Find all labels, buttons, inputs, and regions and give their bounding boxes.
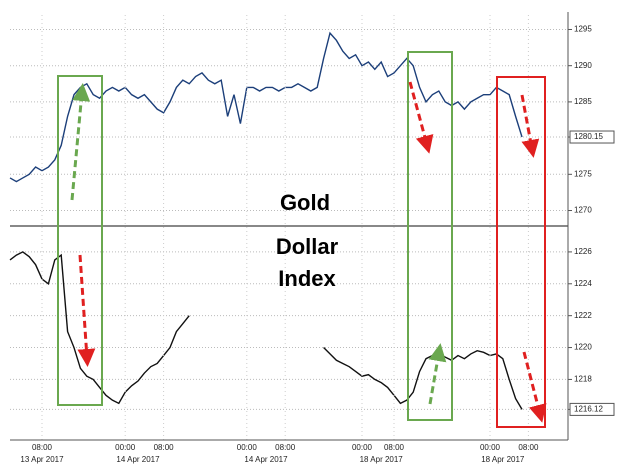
- x-date-label: 14 Apr 2017: [116, 455, 160, 464]
- x-tick-label: 08:00: [275, 443, 296, 452]
- x-date-label: 13 Apr 2017: [20, 455, 64, 464]
- y-tick-label: 1275: [574, 169, 592, 178]
- series-line: [9, 251, 523, 410]
- x-tick-label: 00:00: [480, 443, 501, 452]
- last-price-box: [569, 130, 615, 144]
- x-date-label: 14 Apr 2017: [244, 455, 288, 464]
- x-tick-label: 08:00: [384, 443, 405, 452]
- arrow: [520, 94, 540, 158]
- y-tick-label: 1216.12: [574, 405, 603, 414]
- x-tick-label: 08:00: [32, 443, 53, 452]
- x-tick-label: 08:00: [154, 443, 175, 452]
- highlight-box: [496, 76, 546, 428]
- y-tick-label: 1270: [574, 206, 592, 215]
- x-tick-label: 00:00: [237, 443, 258, 452]
- arrows: [70, 81, 547, 423]
- y-tick-label: 1218: [574, 375, 592, 384]
- y-tick-label: 1224: [574, 279, 592, 288]
- x-tick-label: 00:00: [352, 443, 373, 452]
- x-date-label: 18 Apr 2017: [360, 455, 404, 464]
- y-tick-label: 1222: [574, 311, 592, 320]
- arrow: [77, 254, 96, 367]
- y-tick-label: 1220: [574, 343, 592, 352]
- arrow: [428, 343, 447, 405]
- annotation: Index: [278, 266, 336, 291]
- arrow: [70, 83, 91, 201]
- annotation: Dollar: [276, 234, 339, 259]
- x-tick-label: 08:00: [518, 443, 539, 452]
- series-line: [9, 31, 523, 183]
- highlight-box: [57, 75, 103, 406]
- last-price-box: [569, 402, 615, 416]
- x-date-label: 18 Apr 2017: [481, 455, 525, 464]
- y-tick-label: 1290: [574, 61, 592, 70]
- annotation: Gold: [280, 190, 330, 215]
- y-tick-label: 1285: [574, 97, 592, 106]
- y-tick-label: 1226: [574, 247, 592, 256]
- highlight-box: [407, 51, 453, 421]
- y-tick-label: 1295: [574, 25, 592, 34]
- y-tick-label: 1280.15: [574, 132, 603, 141]
- x-tick-label: 00:00: [115, 443, 136, 452]
